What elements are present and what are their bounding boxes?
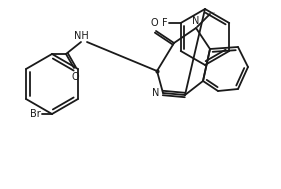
Text: F: F: [162, 18, 168, 28]
Text: O: O: [71, 72, 79, 82]
Text: O: O: [150, 18, 158, 28]
Text: Br: Br: [30, 109, 41, 119]
Text: N: N: [152, 88, 159, 98]
Text: NH: NH: [74, 31, 89, 41]
Text: N: N: [192, 16, 200, 26]
Text: methyl: methyl: [211, 12, 216, 13]
